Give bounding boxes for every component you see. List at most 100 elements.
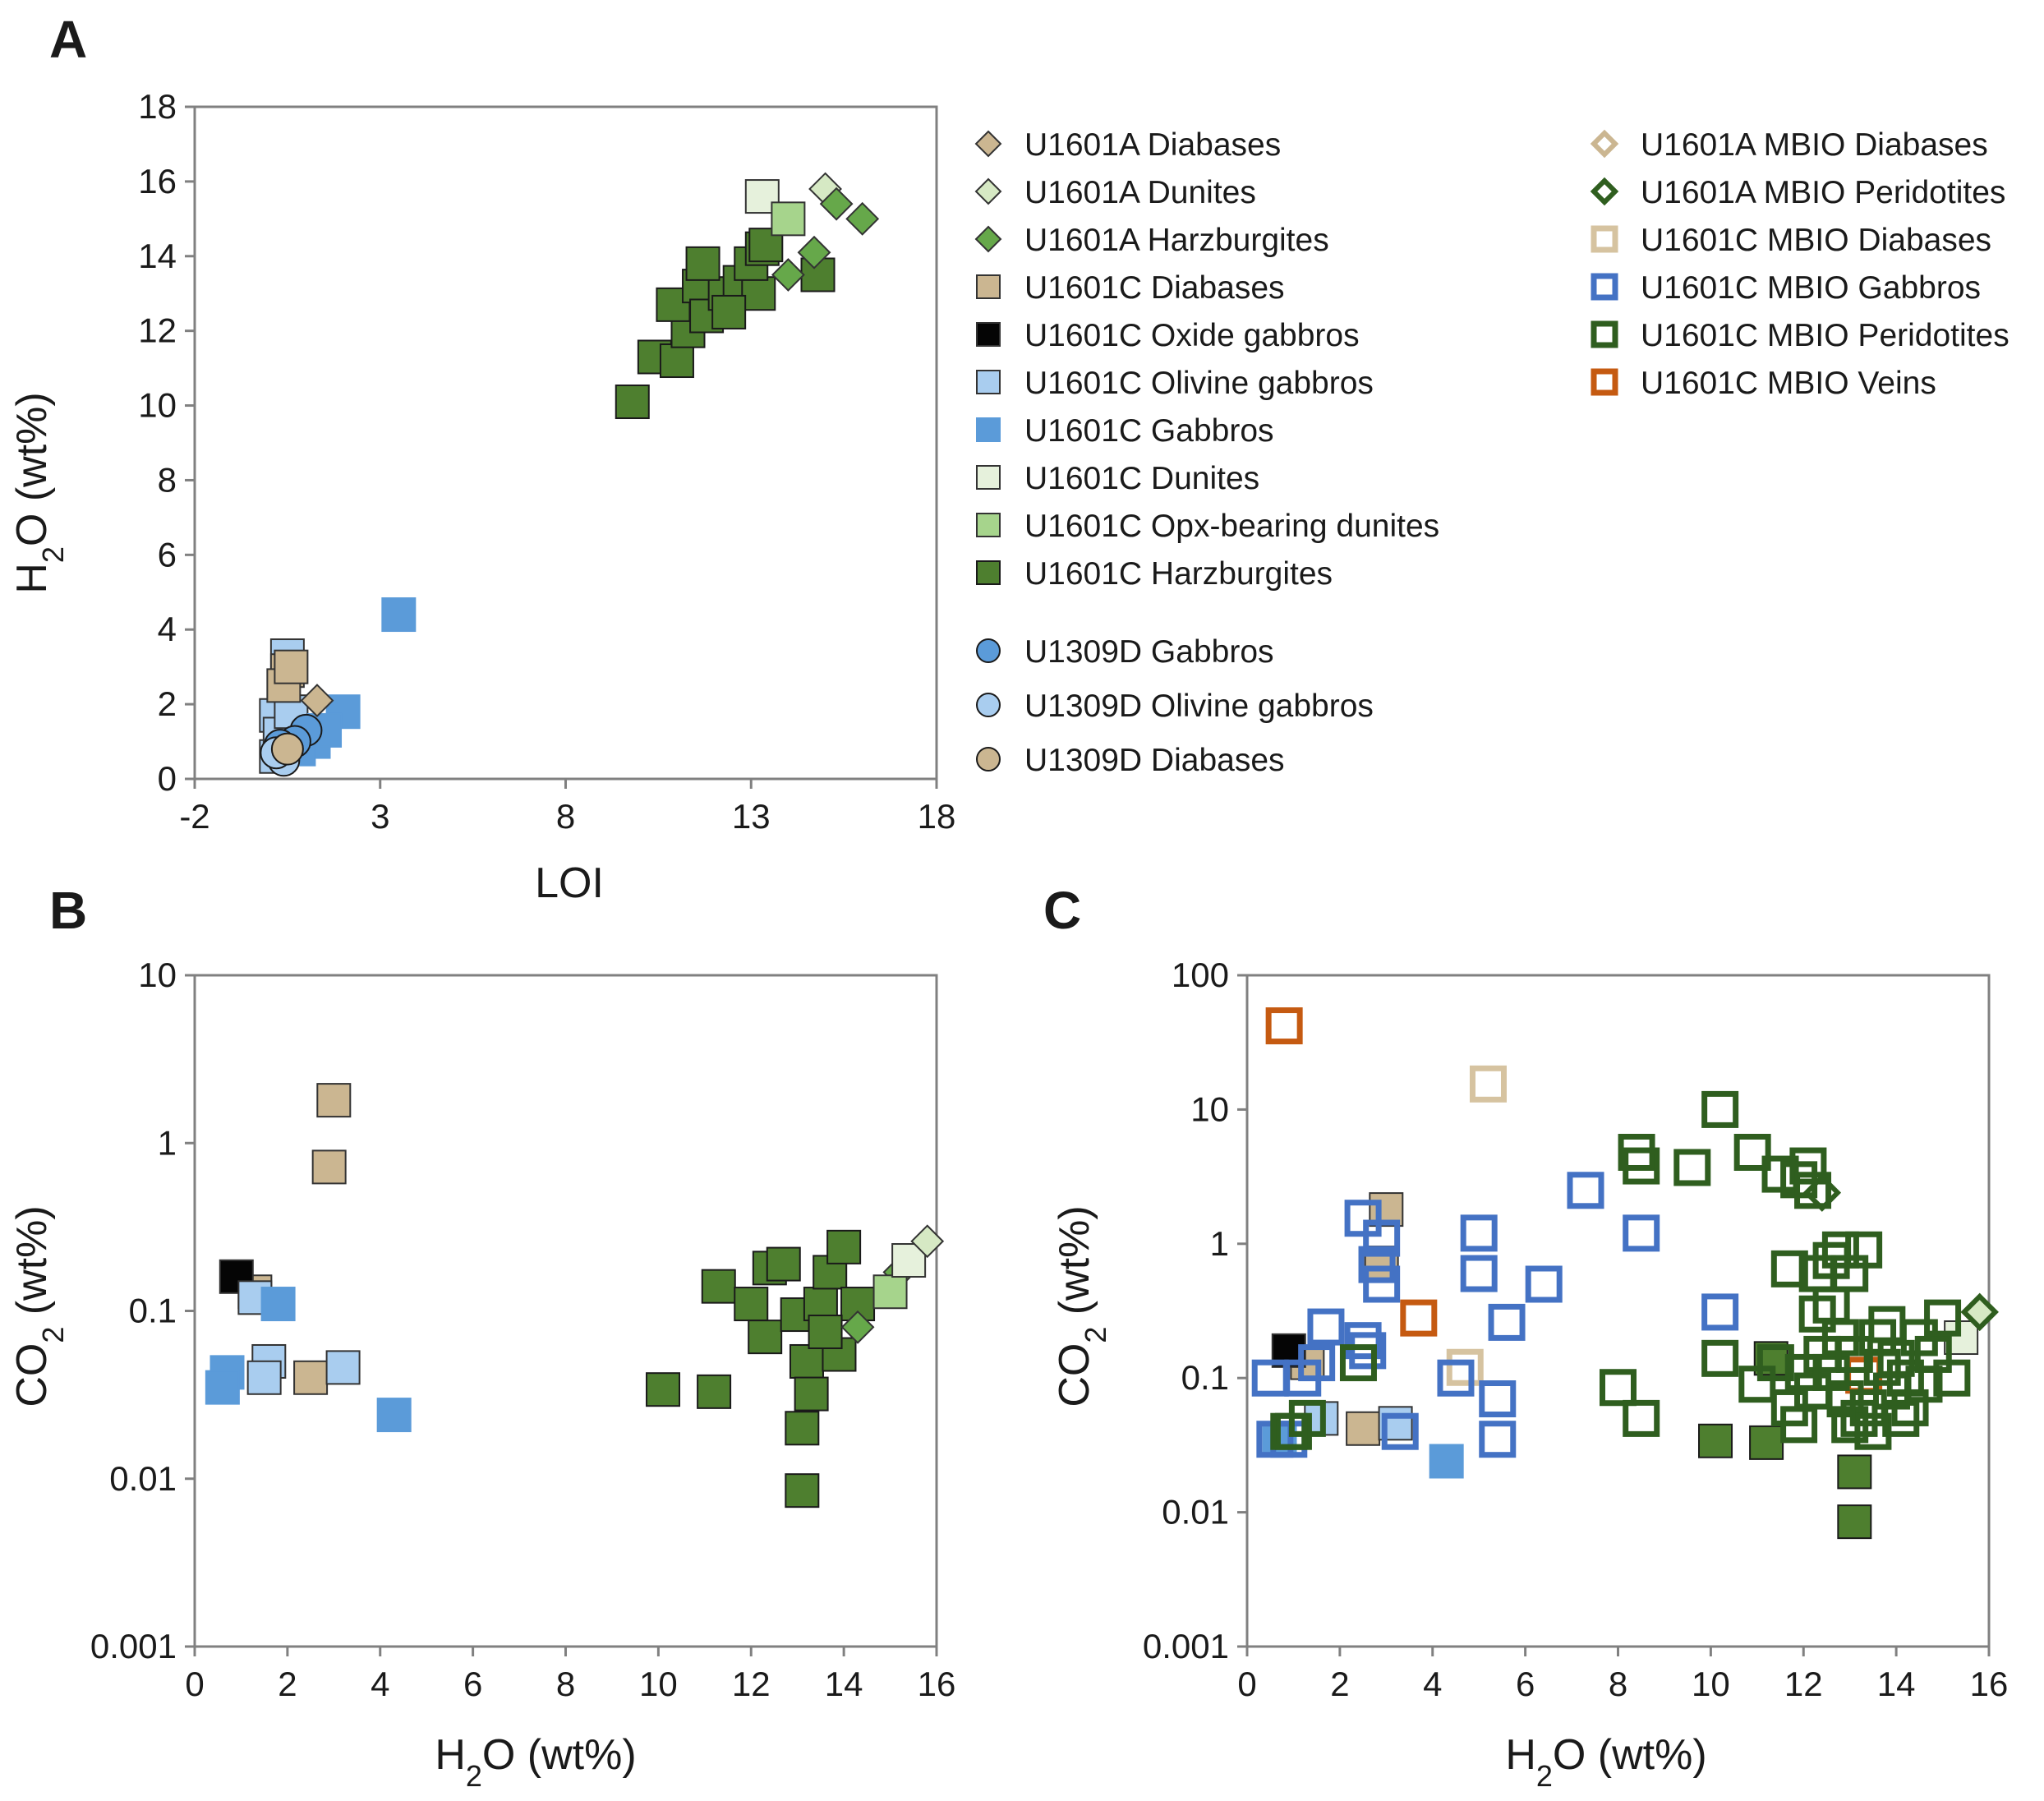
panel-a-x-tick-label: 8 bbox=[556, 797, 575, 836]
legend-label: U1601A MBIO Diabases bbox=[1641, 127, 1988, 163]
legend-marker-c_gab bbox=[976, 417, 1001, 442]
legend-marker-a_dun bbox=[974, 177, 1002, 205]
panel-a-point-c_diab bbox=[274, 649, 309, 684]
panel-c-point-mc_veins bbox=[1400, 1299, 1438, 1337]
legend-marker-a_harz bbox=[974, 225, 1002, 253]
panel-b-x-tick-label: 4 bbox=[371, 1665, 389, 1703]
panel-a-plot: -2 3 8 13 18 0 2 4 6 8 10 12 14 16 18 LOI H2O (wt%) bbox=[8, 87, 955, 907]
panel-a-y-tick-label: 8 bbox=[158, 460, 177, 499]
panel-c-point-mc_diab bbox=[1446, 1348, 1484, 1386]
panel-c-point-mc_gab bbox=[1363, 1219, 1401, 1257]
legend-label: U1601C MBIO Gabbros bbox=[1641, 270, 1981, 306]
panel-c-point-mc_perid bbox=[1933, 1359, 1971, 1397]
legend-label: U1601C MBIO Veins bbox=[1641, 366, 1936, 401]
panel-b-point-c_harz bbox=[646, 1372, 681, 1407]
panel-b-x-tick-label: 2 bbox=[278, 1665, 297, 1703]
panel-c-point-mc_perid bbox=[1733, 1133, 1771, 1171]
legend-label: U1601C Oxide gabbros bbox=[1024, 318, 1360, 353]
panel-c-x-axis-title: H2O (wt%) bbox=[1505, 1731, 1706, 1793]
panel-c-point-mc_gab bbox=[1298, 1344, 1336, 1382]
panel-c-y-axis-title: CO2 (wt%) bbox=[1051, 1205, 1112, 1407]
panel-b-x-tick-label: 14 bbox=[825, 1665, 863, 1703]
panel-b-point-c_opx bbox=[872, 1274, 908, 1310]
panel-a-x-tick-label: -2 bbox=[179, 797, 209, 836]
legend-label: U1601C Diabases bbox=[1024, 270, 1285, 306]
legend-label: U1601C Opx-bearing dunites bbox=[1024, 509, 1439, 544]
legend-label: U1309D Gabbros bbox=[1024, 634, 1274, 670]
panel-c-point-mc_gab bbox=[1358, 1246, 1396, 1283]
panel-b-point-c_gab bbox=[260, 1287, 296, 1322]
panel-a-x-tick-label: 13 bbox=[732, 797, 771, 836]
panel-c-point-mc_diab bbox=[1469, 1065, 1507, 1103]
panel-b-y-tick-label: 0.01 bbox=[109, 1459, 177, 1498]
panel-b-point-a_dun bbox=[910, 1224, 945, 1259]
legend-label: U1309D Diabases bbox=[1024, 743, 1285, 778]
panel-c-point-mc_gab bbox=[1479, 1421, 1517, 1458]
panel-c-point-mc_gab bbox=[1460, 1214, 1498, 1252]
panel-c-x-tick-label: 0 bbox=[1237, 1665, 1256, 1703]
legend-marker-c_olgab bbox=[976, 370, 1001, 394]
panel-a-y-tick-label: 4 bbox=[158, 610, 177, 648]
panel-c-point-mc_gab bbox=[1363, 1265, 1401, 1303]
panel-b-x-tick-label: 8 bbox=[556, 1665, 575, 1703]
panel-c-y-tick-label: 0.001 bbox=[1143, 1627, 1229, 1665]
panel-c-point-mc_gab bbox=[1479, 1380, 1517, 1418]
panel-a-point-c_harz bbox=[741, 276, 776, 311]
legend-marker-mc_diab bbox=[1591, 225, 1618, 253]
panel-b-point-c_harz bbox=[785, 1411, 820, 1446]
legend-marker-d_olgab bbox=[976, 693, 1001, 717]
legend-marker-d_diab bbox=[976, 747, 1001, 772]
panel-a-x-tick-label: 3 bbox=[371, 797, 389, 836]
panel-c-x-tick-label: 12 bbox=[1784, 1665, 1823, 1703]
legend-marker-mc_veins bbox=[1591, 368, 1618, 396]
panel-c-y-tick-label: 100 bbox=[1172, 956, 1229, 994]
panel-c-point-mc_perid bbox=[1623, 1147, 1660, 1185]
panel-c-point-mc_gab bbox=[1349, 1332, 1387, 1370]
panel-b-point-c_diab bbox=[316, 1083, 352, 1118]
panel-c-point-mc_gab bbox=[1307, 1308, 1345, 1346]
panel-b-y-tick-label: 10 bbox=[138, 956, 177, 994]
panel-a-y-tick-label: 0 bbox=[158, 759, 177, 798]
panel-c-point-mc_perid bbox=[1770, 1250, 1808, 1287]
panel-c-point-mc_perid bbox=[1882, 1399, 1920, 1437]
panel-c-point-c_harz bbox=[1698, 1423, 1733, 1458]
panel-c-point-ma_perid bbox=[1802, 1173, 1842, 1212]
panel-b-point-c_harz bbox=[697, 1374, 732, 1409]
legend-label: U1601A Dunites bbox=[1024, 175, 1256, 210]
legend-label: U1601A Harzburgites bbox=[1024, 223, 1329, 258]
panel-c-point-mc_gab bbox=[1488, 1303, 1526, 1341]
panel-c-y-tick-label: 1 bbox=[1210, 1224, 1229, 1263]
panel-c-point-mc_perid bbox=[1780, 1406, 1818, 1444]
panel-a-point-a_harz bbox=[771, 258, 805, 292]
panel-c-point-c_gab bbox=[1429, 1444, 1464, 1479]
panel-a-point-a_harz bbox=[797, 235, 831, 269]
legend: U1601A Diabases U1601A Dunites U1601A Harz… bbox=[974, 127, 2009, 778]
legend-label: U1601C MBIO Diabases bbox=[1641, 223, 1991, 258]
panel-c-point-mc_gab bbox=[1344, 1322, 1382, 1360]
panel-b-point-c_diab bbox=[311, 1149, 347, 1185]
panel-letter-c: C bbox=[1043, 881, 1081, 940]
panel-c-point-mc_perid bbox=[1623, 1399, 1660, 1437]
panel-c-point-mc_perid bbox=[1924, 1299, 1962, 1337]
panel-letter-b: B bbox=[49, 881, 87, 940]
panel-c-point-mc_veins bbox=[1265, 1007, 1303, 1045]
panel-c-x-tick-label: 10 bbox=[1692, 1665, 1730, 1703]
panel-c-point-c_diab bbox=[1346, 1411, 1381, 1446]
panel-b-point-a_harz bbox=[840, 1310, 875, 1344]
legend-marker-d_gab bbox=[976, 638, 1001, 663]
panel-c-x-tick-label: 4 bbox=[1423, 1665, 1442, 1703]
panel-c-point-mc_gab bbox=[1381, 1412, 1419, 1450]
panel-a-point-c_harz bbox=[659, 343, 694, 379]
panel-c-point-mc_perid bbox=[1701, 1090, 1739, 1128]
panel-a-y-tick-label: 14 bbox=[138, 237, 177, 275]
legend-label: U1309D Olivine gabbros bbox=[1024, 689, 1374, 724]
panel-a-point-a_harz bbox=[845, 201, 880, 236]
panel-b-point-c_harz bbox=[808, 1315, 843, 1350]
panel-a-point-c_harz bbox=[711, 294, 747, 329]
panel-letter-a: A bbox=[49, 10, 87, 69]
panel-c-point-mc_gab bbox=[1567, 1172, 1604, 1209]
panel-a-y-tick-label: 18 bbox=[138, 87, 177, 126]
panel-c-point-c_harz bbox=[1749, 1425, 1784, 1460]
panel-a-y-tick-label: 10 bbox=[138, 386, 177, 425]
panel-a-x-tick-label: 18 bbox=[918, 797, 956, 836]
